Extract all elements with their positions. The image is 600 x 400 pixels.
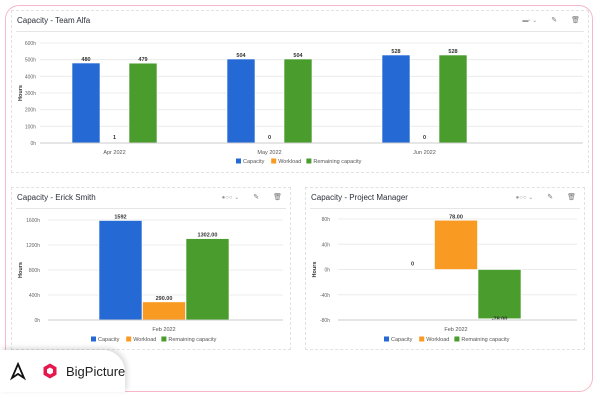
panel-team-alfa: Capacity - Team Alfa ▬▫ ⌄ ✎ 🗑 [11,10,589,173]
data-label: 1592 [114,215,126,221]
y-axis-title: Hours [312,262,318,278]
legend-label: Remaining capacity [313,159,361,165]
bar-remaining-capacity [477,269,522,320]
y-axis-title: Hours [18,262,24,278]
y-tick-label: 40h [322,242,331,248]
y-tick-label: 0h [30,141,36,147]
y-axis-title: Hours [18,85,24,101]
divider [16,31,584,32]
legend-label: Workload [133,337,156,343]
dashboard-frame [5,5,593,392]
legend-swatch [306,158,312,164]
view-toggle[interactable]: ▬▫ ⌄ [522,17,538,24]
legend-swatch [236,158,241,164]
data-label: 528 [391,49,400,55]
bar-remaining-capacity [185,238,230,321]
panel-title: Capacity - Team Alfa [17,16,91,25]
legend-swatch [126,336,132,342]
view-toggle[interactable]: ●○○ ⌄ [515,194,534,201]
data-label: 504 [293,53,303,59]
trash-icon[interactable]: 🗑 [273,194,282,201]
pencil-icon[interactable]: ✎ [253,194,260,201]
legend-swatch [271,158,277,164]
divider [310,208,580,209]
trash-icon[interactable]: 🗑 [571,17,580,24]
pencil-icon[interactable]: ✎ [551,17,558,24]
bar-workload [142,301,186,321]
y-tick-label: 0h [324,268,330,274]
appfire-icon [9,361,27,381]
y-tick-label: -80h [320,318,330,324]
legend-label: Workload [426,337,449,343]
bar-capacity [98,220,143,321]
bar-remaining-capacity [438,54,468,144]
legend-label: Capacity [243,159,265,165]
x-tick-label: Apr 2022 [103,150,125,156]
bar-remaining-capacity [283,58,313,144]
y-tick-label: 1200h [26,243,40,249]
legend-label: Capacity [98,337,120,343]
y-tick-label: 200h [25,108,36,114]
x-tick-label: Feb 2022 [444,327,467,333]
legend-swatch [419,336,425,342]
y-tick-label: 100h [25,124,36,130]
bigpicture-logo: BigPicture [0,350,125,392]
bigpicture-hex-icon [43,363,57,379]
y-tick-label: 400h [25,74,36,80]
data-label: 0 [268,135,271,141]
bar-workload [434,219,478,270]
brand-name: BigPicture [66,363,126,379]
data-label: 0 [423,135,426,141]
bar-remaining-capacity [128,62,158,144]
data-label: 1 [113,135,116,141]
y-tick-label: 600h [25,41,36,47]
data-label: 480 [81,57,90,63]
y-tick-label: 80h [322,217,331,223]
data-label: 479 [138,57,147,63]
trash-icon[interactable]: 🗑 [567,194,576,201]
x-tick-label: May 2022 [257,150,281,156]
y-tick-label: 500h [25,58,36,64]
bar-capacity [71,62,101,144]
y-tick-label: 1600h [26,218,40,224]
legend-swatch [91,336,96,342]
legend-label: Remaining capacity [461,337,509,343]
view-toggle[interactable]: ●○○ ⌄ [221,194,240,201]
y-tick-label: 300h [25,91,36,97]
data-label: 290.00 [156,296,173,302]
x-tick-label: Jun 2022 [413,150,436,156]
legend-swatch [161,336,167,342]
x-tick-label: Feb 2022 [152,327,175,333]
divider [16,208,286,209]
panel-title: Capacity - Project Manager [311,193,408,202]
data-label: 528 [448,49,457,55]
data-label: 1302.00 [198,233,218,239]
legend-swatch [454,336,460,342]
panel-erick-smith: Capacity - Erick Smith ●○○ ⌄ ✎ 🗑 [11,187,291,350]
bar-capacity [226,58,256,144]
legend-swatch [384,336,389,342]
legend-label: Capacity [391,337,413,343]
y-tick-label: 800h [29,268,40,274]
data-label: 0 [411,262,414,268]
data-label: 78.00 [449,214,463,220]
legend-label: Workload [278,159,301,165]
y-tick-label: 400h [29,293,40,299]
y-tick-label: 0h [34,318,40,324]
legend-label: Remaining capacity [168,337,216,343]
panel-title: Capacity - Erick Smith [17,193,96,202]
y-tick-label: -40h [320,293,330,299]
bar-capacity [381,54,411,144]
data-label: 504 [236,53,246,59]
pencil-icon[interactable]: ✎ [547,194,554,201]
